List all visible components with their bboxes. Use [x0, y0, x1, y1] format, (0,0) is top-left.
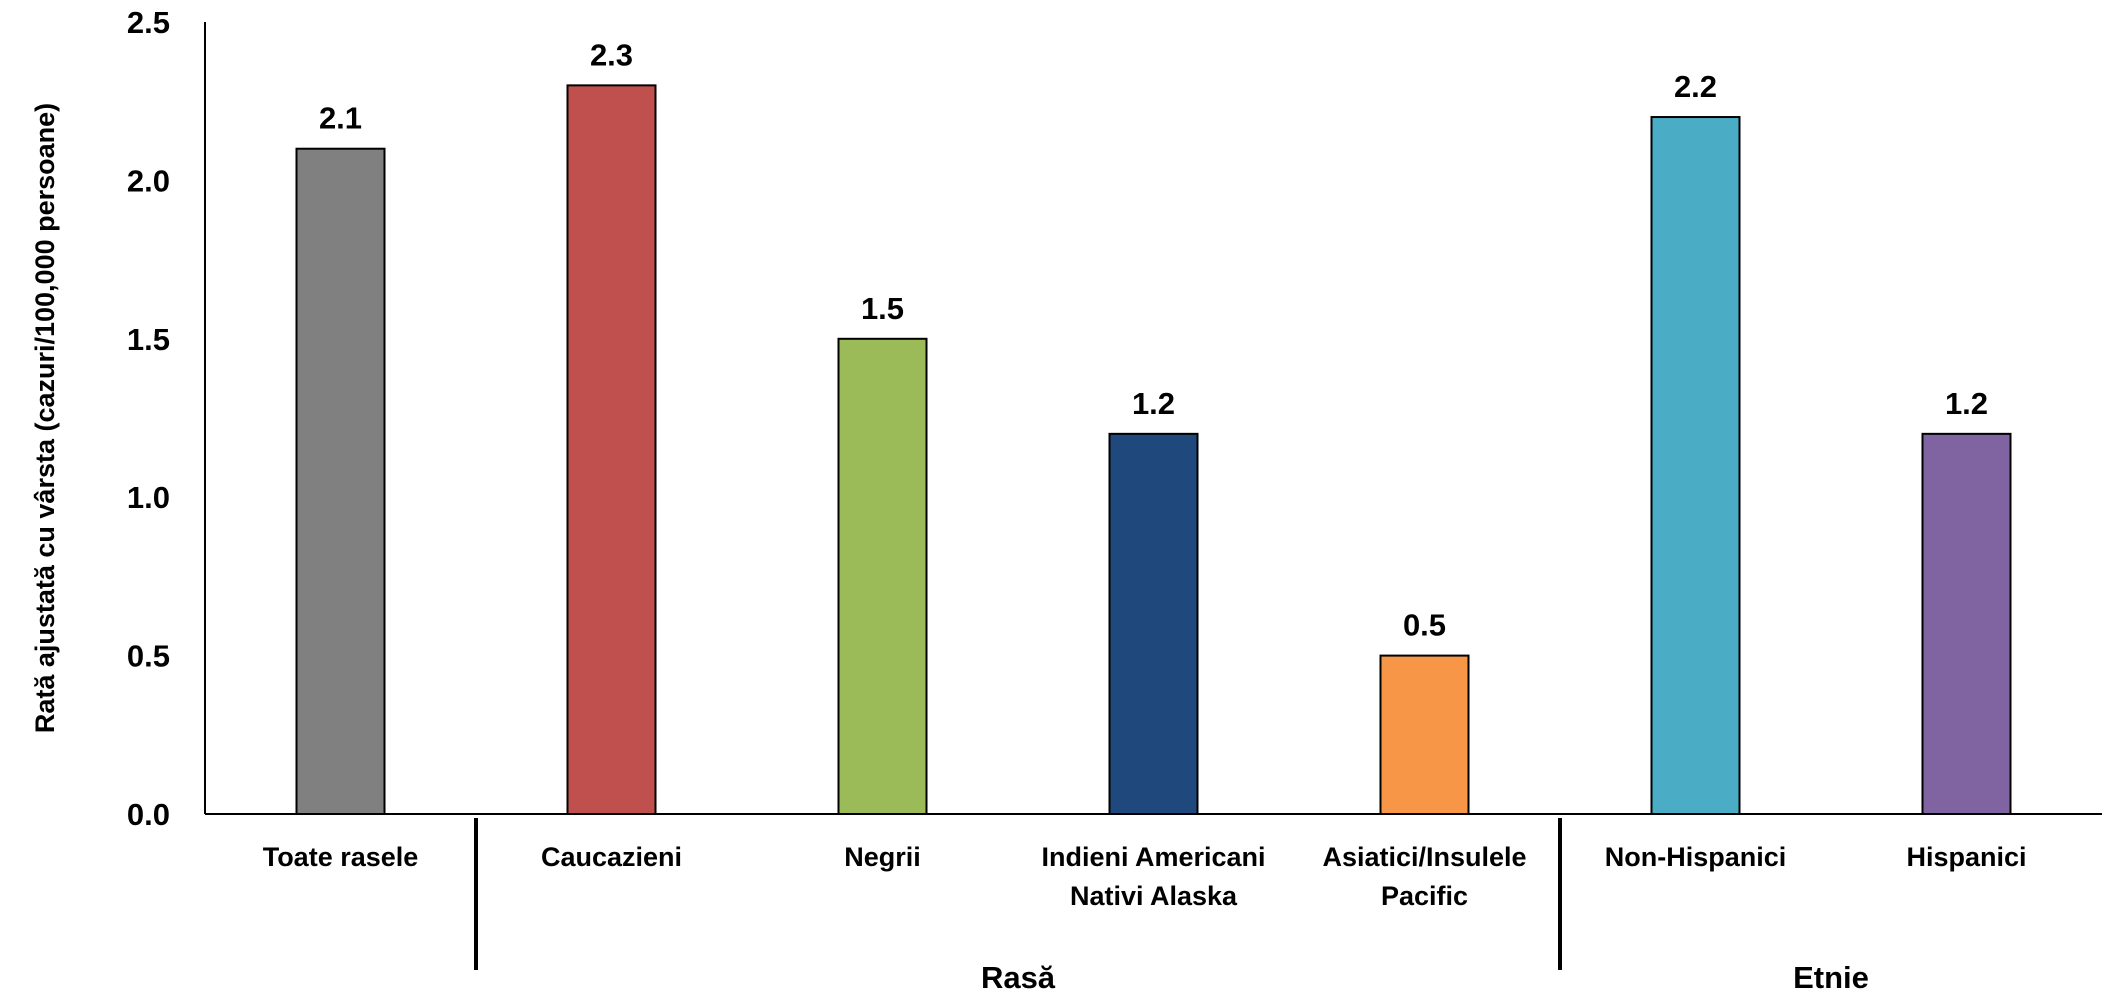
category-label: Caucazieni: [541, 842, 682, 872]
category-label: Hispanici: [1906, 842, 2026, 872]
y-tick-label: 2.0: [127, 163, 170, 198]
y-tick-label: 0.5: [127, 639, 170, 674]
category-labels: Toate rasele Caucazieni Negrii Indieni Amer…: [263, 842, 2027, 911]
y-axis-title: Rată ajustată cu vârsta (cazuri/100,000 …: [30, 103, 60, 733]
bar: [1379, 654, 1470, 815]
group-label: Rasă: [981, 960, 1056, 994]
category-label: Toate rasele: [263, 842, 419, 872]
data-label: 1.5: [861, 291, 904, 326]
category-label: Non-Hispanici: [1605, 842, 1787, 872]
bar: [566, 84, 657, 816]
group-label: Etnie: [1793, 960, 1869, 994]
data-label: 2.3: [590, 37, 633, 72]
data-labels: 2.1 2.3 1.5 1.2 0.5 2.2 1.2: [319, 37, 1988, 642]
bars: [295, 84, 2012, 816]
group-labels: Rasă Etnie: [981, 960, 1869, 994]
bar: [1921, 432, 2012, 815]
bar: [1108, 432, 1199, 815]
category-label: Asiatici/Insulele: [1322, 842, 1526, 872]
group-separators: [474, 818, 1562, 970]
y-tick-label: 0.0: [127, 797, 170, 832]
y-axis-ticks: 0.0 0.5 1.0 1.5 2.0 2.5: [127, 5, 170, 832]
y-tick-label: 1.5: [127, 322, 170, 357]
data-label: 1.2: [1945, 386, 1988, 421]
data-label: 0.5: [1403, 608, 1446, 643]
bar: [1650, 116, 1741, 816]
bar: [837, 337, 928, 815]
category-label: Indieni Americani: [1041, 842, 1265, 872]
data-label: 2.1: [319, 101, 362, 136]
bar: [295, 147, 386, 816]
data-label: 2.2: [1674, 69, 1717, 104]
data-label: 1.2: [1132, 386, 1175, 421]
category-label: Pacific: [1381, 881, 1468, 911]
y-tick-label: 2.5: [127, 5, 170, 40]
axes: [204, 22, 2102, 815]
category-label: Nativi Alaska: [1070, 881, 1238, 911]
category-label: Negrii: [844, 842, 921, 872]
y-tick-label: 1.0: [127, 480, 170, 515]
